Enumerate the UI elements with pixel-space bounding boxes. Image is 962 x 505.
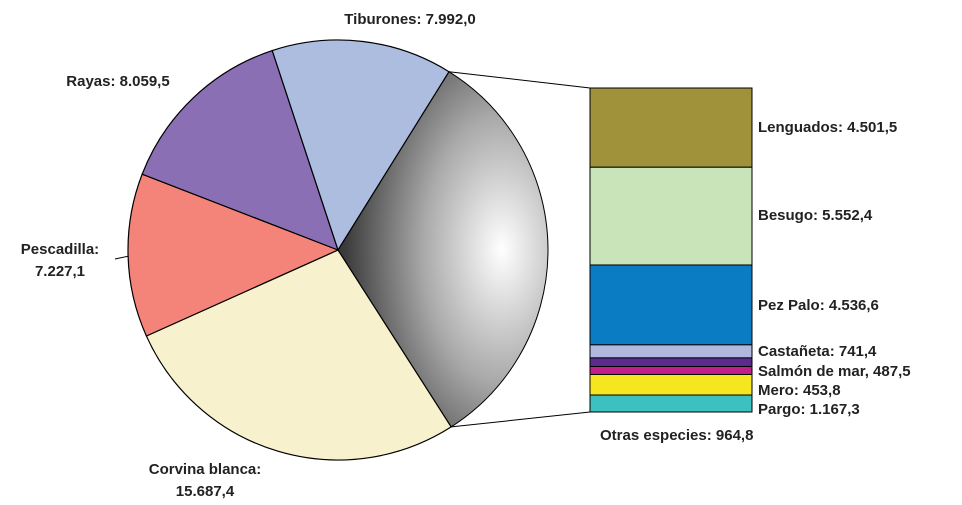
pie-label: Tiburones: 7.992,0 xyxy=(344,11,475,28)
connector xyxy=(448,71,591,89)
bar-segment xyxy=(589,87,753,168)
pie-slice xyxy=(127,173,340,337)
bar-label: Pargo: 1.167,3 xyxy=(758,401,860,418)
bar-segment xyxy=(589,357,753,367)
pie-slice xyxy=(141,49,339,252)
bar-segment xyxy=(589,394,753,413)
pie-label: 15.687,4 xyxy=(176,483,235,500)
bar-label: Mero: 453,8 xyxy=(758,382,841,399)
bar-segment xyxy=(589,344,753,359)
pie-label: Corvina blanca: xyxy=(149,461,262,478)
pie-label: 7.227,1 xyxy=(35,263,85,280)
bar-segment xyxy=(589,365,753,375)
bar-label: Pez Palo: 4.536,6 xyxy=(758,297,879,314)
bar-segment xyxy=(589,166,753,266)
connector xyxy=(451,411,591,428)
pie-slice xyxy=(271,39,450,252)
pie-slice-other xyxy=(337,71,549,428)
bar-segment xyxy=(589,264,753,346)
pie-label: Rayas: 8.059,5 xyxy=(66,73,169,90)
bar-label: Lenguados: 4.501,5 xyxy=(758,119,897,136)
bar-label: Castañeta: 741,4 xyxy=(758,343,877,360)
pie-label: Pescadilla: xyxy=(21,241,99,258)
bar-segment xyxy=(589,373,753,396)
pie-slice xyxy=(145,249,452,461)
bar-label: Salmón de mar, 487,5 xyxy=(758,363,911,380)
bar-label: Besugo: 5.552,4 xyxy=(758,207,873,224)
leader-line xyxy=(114,255,130,260)
bar-label: Otras especies: 964,8 xyxy=(600,427,753,444)
